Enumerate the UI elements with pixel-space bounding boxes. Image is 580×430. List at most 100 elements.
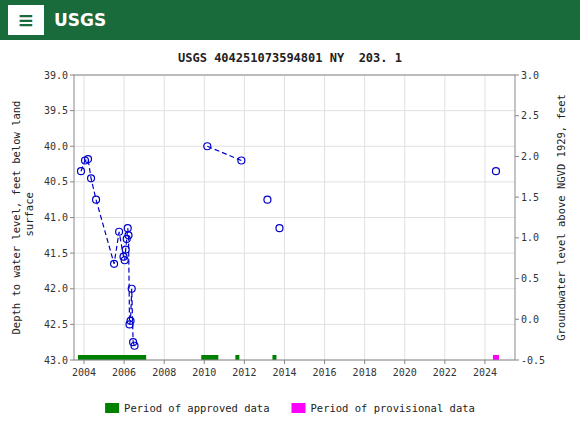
header-text: USGS <box>54 10 106 30</box>
x-tick <box>484 360 485 364</box>
y-tick <box>70 146 74 147</box>
water-level-point <box>238 157 245 164</box>
legend-swatch <box>105 403 119 413</box>
y-tick-label: 39.5 <box>44 105 68 116</box>
header-bar <box>0 0 580 40</box>
water-level-series <box>78 143 500 350</box>
y2-tick <box>515 360 519 361</box>
x-tick-label: 2012 <box>232 367 256 378</box>
water-level-point <box>131 342 138 349</box>
grid-line-y <box>74 253 515 254</box>
water-level-point <box>122 246 129 253</box>
y-tick <box>70 360 74 361</box>
x-tick <box>124 360 125 364</box>
y-tick-label: 42.0 <box>44 283 68 294</box>
x-tick <box>324 360 325 364</box>
grid-line-y <box>74 324 515 325</box>
legend-item: Period of provisional data <box>292 402 475 414</box>
x-tick-label: 2014 <box>272 367 296 378</box>
x-tick-label: 2008 <box>152 367 176 378</box>
y-tick-label: 41.0 <box>44 212 68 223</box>
y-tick <box>70 253 74 254</box>
water-level-point <box>78 168 85 175</box>
water-level-point <box>85 156 92 163</box>
water-level-point <box>125 232 132 239</box>
title: USGS 404251073594801 NY 203. 1 <box>178 51 402 65</box>
y-axis-label-line: Depth to water level, feet below land <box>10 101 22 335</box>
grid-line-y <box>74 110 515 111</box>
x-tick <box>364 360 365 364</box>
water-level-point <box>492 168 499 175</box>
y-axis: 39.0 39.5 40.0 40.5 41.0 41.5 42.0 42.5 43.0 Dept… <box>10 70 74 366</box>
y2-tick <box>515 278 519 279</box>
x-tick <box>404 360 405 364</box>
y2-tick <box>515 75 519 76</box>
y2-tick-label: 3.0 <box>521 70 539 81</box>
period-bars <box>493 355 499 360</box>
y2-tick-label: 2.0 <box>521 151 539 162</box>
period-bar <box>235 355 239 360</box>
x-tick-label: 2016 <box>313 367 337 378</box>
y-tick-label: 40.5 <box>44 176 68 187</box>
x-tick-label: 2024 <box>473 367 497 378</box>
x-axis: 2004 2006 2008 2010 2012 2014 2016 2018 2020 2022… <box>72 360 497 378</box>
legend-item: Period of approved data <box>105 402 269 414</box>
grid <box>74 75 515 360</box>
period-bar <box>78 355 146 360</box>
y-axis-label-line: surface <box>23 192 35 243</box>
x-tick <box>244 360 245 364</box>
water-level-point <box>128 285 135 292</box>
y2-tick-label: -0.5 <box>521 355 545 366</box>
header: ≡ USGS <box>0 0 580 40</box>
grid-line-y <box>74 181 515 182</box>
water-level-point <box>88 175 95 182</box>
water-level-point <box>111 260 118 267</box>
x-tick <box>84 360 85 364</box>
y-tick <box>70 75 74 76</box>
water-level-point <box>276 225 283 232</box>
y2-tick-label: 2.5 <box>521 110 539 121</box>
logo-mark: ≡ <box>18 8 35 32</box>
water-level-point <box>93 196 100 203</box>
plot-frame <box>74 75 515 360</box>
y2-tick-label: 1.5 <box>521 192 539 203</box>
legend-label: Period of approved data <box>124 402 269 414</box>
y2-tick <box>515 115 519 116</box>
x-tick <box>164 360 165 364</box>
y-tick <box>70 181 74 182</box>
y-tick <box>70 324 74 325</box>
water-level-point <box>124 225 131 232</box>
y-tick-label: 41.5 <box>44 248 68 259</box>
x-tick <box>284 360 285 364</box>
y-tick-label: 39.0 <box>44 70 68 81</box>
period-bar <box>493 355 499 360</box>
water-level-point <box>204 143 211 150</box>
x-tick <box>204 360 205 364</box>
legend-swatch <box>292 403 306 413</box>
y-tick-label: 40.0 <box>44 141 68 152</box>
y2-tick-label: 1.0 <box>521 232 539 243</box>
x-tick <box>444 360 445 364</box>
y2-tick <box>515 237 519 238</box>
y-tick-label: 42.5 <box>44 319 68 330</box>
grid-line-y <box>74 288 515 289</box>
x-tick-label: 2010 <box>192 367 216 378</box>
y2-tick-label: 0.0 <box>521 314 539 325</box>
legend-label: Period of provisional data <box>311 402 475 414</box>
y-tick <box>70 288 74 289</box>
y2-tick <box>515 156 519 157</box>
period-bar <box>272 355 276 360</box>
y-tick-label: 43.0 <box>44 355 68 366</box>
y2-axis: 3.02.52.01.51.00.50.0-0.5Groundwater lev… <box>515 70 567 366</box>
x-tick-label: 2004 <box>72 367 96 378</box>
period-bar <box>201 355 218 360</box>
y-tick <box>70 217 74 218</box>
logo-box <box>8 5 44 35</box>
water-level-point <box>116 228 123 235</box>
x-tick-label: 2020 <box>393 367 417 378</box>
y-tick <box>70 110 74 111</box>
x-tick-label: 2022 <box>433 367 457 378</box>
x-tick-label: 2018 <box>353 367 377 378</box>
x-tick-label: 2006 <box>112 367 136 378</box>
y2-tick-label: 0.5 <box>521 273 539 284</box>
